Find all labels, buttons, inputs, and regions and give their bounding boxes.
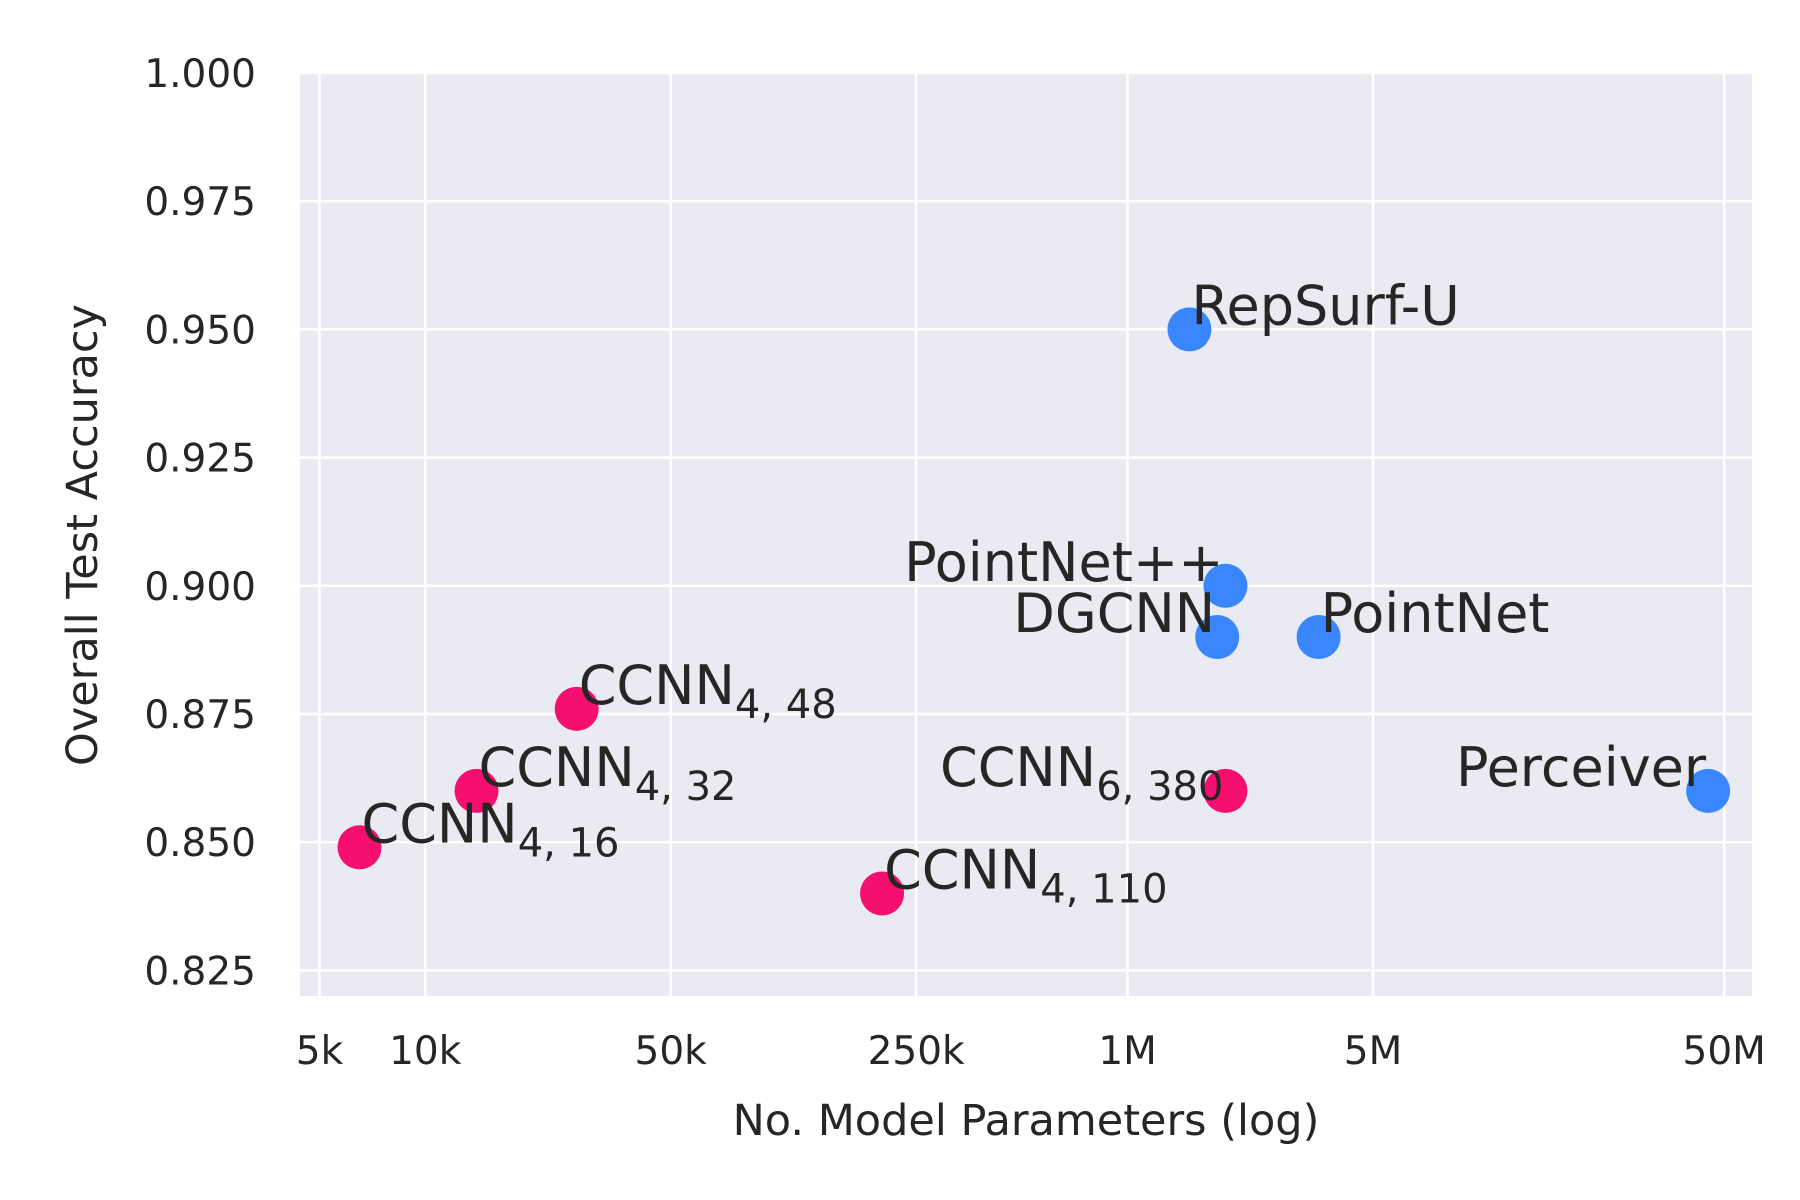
- data-point: [1686, 768, 1731, 813]
- data-label: CCNN6, 380: [940, 736, 1223, 810]
- data-label: PointNet: [1321, 582, 1550, 645]
- x-axis-title: No. Model Parameters (log): [733, 1096, 1320, 1146]
- y-tick-label: 0.875: [144, 693, 256, 738]
- y-tick-label: 1.000: [144, 52, 256, 97]
- y-tick-label: 0.850: [144, 821, 256, 866]
- y-axis-title: Overall Test Accuracy: [58, 304, 108, 766]
- x-tick-label: 5M: [1344, 1029, 1402, 1074]
- data-point: [1296, 615, 1341, 660]
- x-tick-label: 10k: [389, 1029, 462, 1074]
- data-point: [1203, 563, 1248, 608]
- y-tick-label: 0.975: [144, 180, 256, 225]
- data-label: RepSurf-U: [1191, 274, 1459, 337]
- y-tick-label: 0.950: [144, 308, 256, 353]
- data-label: CCNN4, 32: [479, 736, 737, 810]
- x-tick-label: 1M: [1098, 1029, 1156, 1074]
- x-tick-label: 50k: [635, 1029, 708, 1074]
- data-label: PointNet++: [904, 531, 1223, 594]
- y-tick-label: 0.925: [144, 437, 256, 482]
- y-tick-labels: 0.825 0.850 0.875 0.900 0.925 0.950 0.975 1.000: [144, 52, 256, 994]
- data-point: [860, 871, 905, 916]
- data-point: [1203, 768, 1248, 813]
- data-label: DGCNN: [1013, 582, 1215, 645]
- y-tick-label: 0.900: [144, 565, 256, 610]
- data-point: [554, 686, 599, 731]
- x-tick-labels: 5k 10k 50k 250k 1M 5M 50M: [296, 1029, 1766, 1074]
- x-tick-label: 5k: [296, 1029, 344, 1074]
- data-point: [1167, 307, 1212, 352]
- x-tick-label: 50M: [1683, 1029, 1766, 1074]
- data-point: [337, 825, 382, 870]
- y-tick-label: 0.825: [144, 949, 256, 994]
- data-label: CCNN4, 16: [362, 792, 620, 866]
- data-point: [1195, 615, 1240, 660]
- data-label: Perceiver: [1456, 736, 1707, 799]
- data-points: [337, 307, 1731, 916]
- x-tick-label: 250k: [868, 1029, 965, 1074]
- data-label: CCNN4, 110: [884, 838, 1167, 912]
- data-label: CCNN4, 48: [579, 654, 837, 728]
- y-grid: [300, 71, 1752, 972]
- data-point: [454, 768, 499, 813]
